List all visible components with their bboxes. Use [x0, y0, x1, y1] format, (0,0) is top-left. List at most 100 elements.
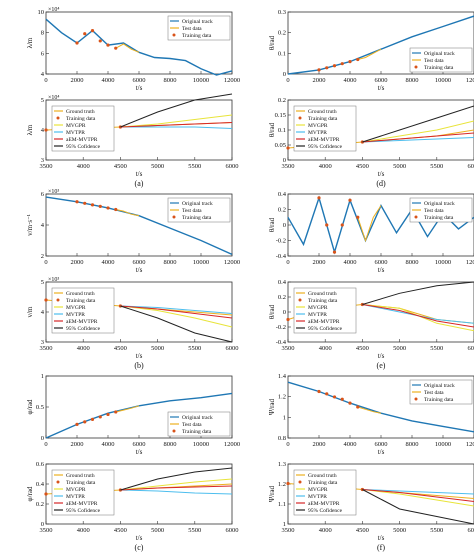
panel-a-top-xtick-label: 10000 [193, 77, 209, 84]
panel-b-top-xtick-label: 2000 [71, 259, 84, 266]
panel-b-top-point-training-data [90, 203, 95, 207]
panel-b-top-exponent: ×10³ [48, 189, 59, 195]
panel-c-bottom-legend-label: Training data [66, 480, 96, 486]
panel-e-bottom-legend-label: aEM-MVTPR [308, 319, 340, 325]
panel-e-top-ylabel: θ/rad [268, 217, 276, 232]
panel-e-bottom-line-aem-mvtpr [362, 304, 474, 328]
panel-c-top-xtick-label: 4000 [102, 441, 115, 448]
panel-c-bottom-ytick-label: 0.6 [36, 461, 45, 468]
panel-a-bottom-line-aem-mvtpr [120, 122, 233, 128]
panel-a-top-point-training-data [106, 43, 110, 47]
panel-f-bottom-line-mvgpr [362, 489, 474, 507]
panel-a-bottom-legend [51, 105, 115, 152]
panel-d-bottom-legend-label: MVGPR [308, 123, 328, 129]
panel-f-bottom-ytick-label: 1.1 [278, 501, 286, 508]
panel-f-bottom-legend-label: Ground truth [308, 473, 337, 479]
panel-b-bottom-exponent: ×10³ [48, 277, 59, 283]
panel-b-bottom-xtick-label: 4000 [77, 345, 90, 352]
panel-f-top-point-training-data [340, 397, 344, 401]
panel-d-top-xtick-label: 8000 [406, 77, 419, 84]
panel-a-top-point-training-data [98, 39, 102, 43]
panel-c-top-point-training-data [98, 415, 102, 419]
panel-c-bottom-legend-label: 95% Cofidence [66, 507, 101, 514]
panel-f-bottom-ytick-label: 1 [283, 521, 286, 528]
panel-a-top-xtick-label: 0 [44, 77, 47, 84]
panel-a-top-xtick-label: 8000 [164, 77, 177, 84]
panel-a-top-legend-label: Test data [182, 26, 202, 32]
panel-e-bottom-legend [293, 287, 357, 334]
panel-c-bottom-legend-marker [56, 480, 60, 484]
panel-f-top-xtick-label: 6000 [375, 441, 388, 448]
panel-d-bottom-ytick-label: 0.2 [278, 97, 286, 104]
panel-c-bottom-line-aem-mvtpr [120, 485, 233, 491]
panel-b-top-point-training-data [75, 200, 79, 204]
panel-d-top-xlabel: t/s [378, 84, 385, 92]
panel-e-bottom-legend-label: Ground truth [308, 291, 337, 297]
panel-f-bottom-legend [293, 469, 357, 516]
panel-d-top-xtick-label: 12000 [466, 77, 474, 84]
panel-c-bottom-xlabel: t/s [136, 534, 143, 542]
panel-e-bottom-xtick-label: 4000 [319, 345, 332, 352]
panel-d-bottom-xtick-label: 4000 [319, 163, 332, 170]
panel-a-bottom-ylabel: λ/m [26, 124, 34, 135]
panel-f-bottom-legend-label: Training data [308, 480, 338, 486]
panel-b-top-xtick-label: 4000 [102, 259, 115, 266]
panel-f-top-legend-label: Training data [424, 397, 454, 403]
panel-e-top-line-test-data [357, 205, 382, 243]
panel-c-top-xtick-label: 2000 [71, 441, 84, 448]
panel-b-bottom-xtick-label: 6000 [226, 345, 239, 352]
panel-c-top-legend-label: Original track [182, 415, 213, 421]
panel-a-top-xtick-label: 6000 [133, 77, 146, 84]
panel-c-top-legend-marker [172, 429, 176, 433]
panel-a-bottom-line-mvgpr [120, 114, 233, 128]
panel-a-bottom-ytick-label: 5 [41, 97, 44, 104]
panel-a-top-ylabel: λ/m [26, 37, 34, 48]
panel-a-bottom-xtick-label: 3500 [40, 163, 53, 170]
panel-a-bottom-ytick-label: 3 [41, 157, 44, 164]
panel-b-top-point-training-data [114, 207, 118, 212]
panel-f-bottom-xtick-label: 5000 [393, 527, 406, 534]
panel-e-bottom-legend-label: 95% Cofidence [308, 325, 343, 332]
panel-b-top-legend-marker [172, 215, 176, 219]
panel-c-bottom-legend-label: aEM-MVTPR [66, 501, 98, 507]
panel-b-bottom-xtick-label: 5500 [188, 345, 201, 352]
panel-f-bottom-legend-label: MVGPR [308, 487, 328, 493]
panel-e-caption: (e) [377, 361, 386, 370]
panel-b-top-point-training-data [106, 206, 110, 210]
panel-e-top-xtick-label: 4000 [344, 259, 357, 266]
panel-b-top-legend-label: Original track [182, 201, 213, 207]
panel-f-top-xtick-label: 0 [286, 441, 289, 448]
panel-e-top-point-training-data [340, 223, 344, 227]
panel-d-top-xtick-label: 0 [286, 77, 289, 84]
panel-a-bottom-exponent: ×10⁴ [48, 95, 59, 101]
panel-c-top-xtick-label: 6000 [133, 441, 146, 448]
panel-e-bottom-ytick-label: -0.4 [276, 339, 287, 346]
panel-f-top-point-training-data [325, 392, 329, 396]
panel-c-top-point-training-data [106, 412, 110, 417]
panel-c-bottom-legend-label: MVTPR [66, 494, 85, 500]
panel-d-top-legend-label: Original track [424, 51, 455, 57]
panel-e-bottom-ytick-label: -0.2 [276, 324, 286, 331]
panel-a-bottom-line-95-cofidence [120, 93, 233, 128]
panel-f-bottom-xtick-label: 5500 [430, 527, 443, 534]
panel-d-top-xtick-label: 2000 [313, 77, 326, 84]
panel-c-bottom-legend [51, 469, 115, 516]
panel-a-bottom-xtick-label: 5500 [188, 163, 201, 170]
panel-f-caption: (f) [377, 543, 385, 552]
panel-c-top-xtick-label: 12000 [224, 441, 240, 448]
panel-d-top-point-training-data [348, 60, 352, 64]
panel-b-top-ylabel: v/m·s⁻¹ [26, 214, 34, 236]
panel-c-top-line-test-data [115, 405, 140, 413]
panel-a-bottom-xtick-label: 4000 [77, 163, 90, 170]
panel-d-top-point-training-data [317, 68, 321, 72]
panel-d-top-legend-label: Training data [424, 65, 454, 71]
panel-a-top-exponent: ×10⁴ [48, 7, 59, 13]
panel-f-bottom-xtick-label: 6000 [468, 527, 474, 534]
panel-e-top-ytick-label: 0 [283, 222, 286, 229]
panel-d-top-point-training-data [340, 62, 344, 66]
panel-b-top-ytick-label: 4 [41, 222, 45, 229]
panel-b-top-xtick-label: 0 [44, 259, 47, 266]
panel-b-bottom-xtick-label: 3500 [40, 345, 53, 352]
panel-e-top-legend-label: Test data [424, 208, 444, 214]
panel-d-top-ytick-label: 0.1 [278, 50, 286, 57]
